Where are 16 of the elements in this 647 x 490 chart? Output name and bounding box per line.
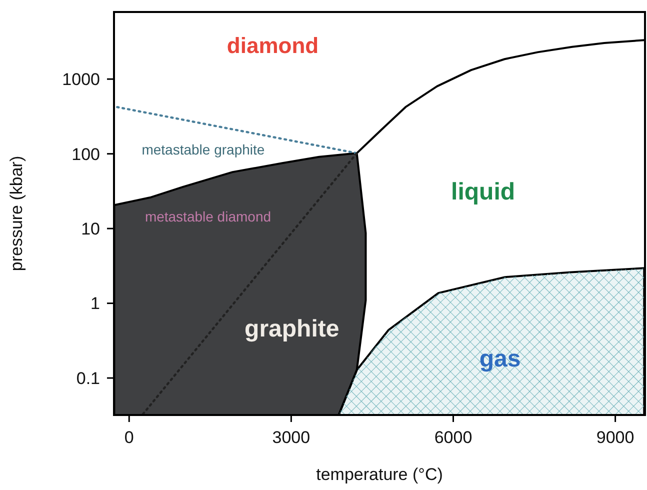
annotation: metastable graphite	[142, 142, 265, 158]
annotation: graphite	[244, 315, 340, 342]
x-tick-label: 3000	[272, 428, 310, 447]
x-tick-label: 6000	[434, 428, 472, 447]
y-tick-label: 10	[81, 220, 100, 238]
y-tick-label: 1	[90, 294, 100, 314]
y-axis-title: pressure (kbar)	[7, 156, 26, 272]
x-axis-title: temperature (°C)	[316, 465, 443, 484]
y-tick-label: 100	[72, 144, 100, 164]
annotation: liquid	[451, 178, 516, 206]
annotation: metastable diamond	[144, 208, 272, 225]
x-tick-label: 0	[124, 428, 134, 447]
x-tick-label: 9000	[596, 428, 634, 447]
y-tick-label: 1000	[62, 70, 100, 90]
y-tick-label: 0.1	[76, 368, 100, 388]
annotation: diamond	[226, 32, 319, 58]
